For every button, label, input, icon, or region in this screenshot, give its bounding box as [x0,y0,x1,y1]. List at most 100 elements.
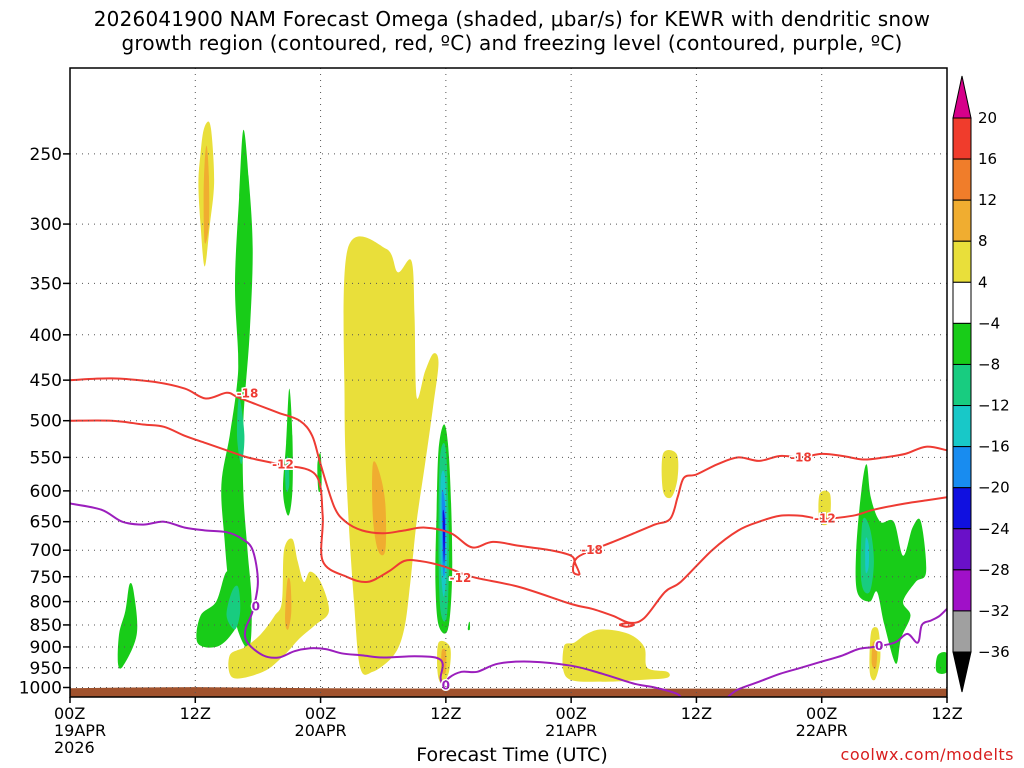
contour-line [70,419,947,624]
x-tick-label: 00Z [806,704,837,723]
colorbar-bottom-triangle [952,651,972,693]
colorbar-swatch [952,363,972,407]
colorbar-label: 12 [978,191,997,209]
colorbar-label: −36 [978,643,1010,661]
source-credit[interactable]: coolwx.com/modelts [840,745,1014,764]
x-tick-label: 00Z [305,704,336,723]
contour-line [727,608,947,697]
colorbar-label: −8 [978,355,1000,373]
y-tick-label: 500 [30,412,62,432]
chart-title-line-2: growth region (contoured, red, ºC) and f… [121,31,903,55]
contour-line [618,622,635,628]
colorbar-label: 4 [978,273,988,291]
omega-region [562,629,670,682]
y-tick-label: 750 [30,568,62,588]
colorbar-swatch [952,446,972,489]
contour-label: -12 [450,571,472,585]
omega-region [236,396,245,465]
omega-region [372,461,387,556]
y-tick-label: 300 [30,215,62,235]
omega-region [935,651,947,674]
colorbar-label: −4 [978,314,1000,332]
contour-line [70,377,947,576]
x-tick-label: 12Z [430,704,461,723]
x-tick-sublabel: 21APR [545,721,597,740]
y-tick-label: 700 [30,541,62,561]
grid-lines [70,68,947,697]
omega-region [343,236,439,675]
omega-region [282,388,293,516]
contour-label: 0 [875,639,883,653]
contour-label: -12 [272,457,294,471]
colorbar-swatch [952,240,972,283]
colorbar-top-triangle [952,75,972,119]
omega-region [117,583,138,669]
colorbar-label: 20 [978,109,997,127]
contour-label: -12 [814,512,836,526]
x-tick-sublabel: 20APR [295,721,347,740]
contour-line [70,502,682,697]
y-tick-label: 350 [30,274,62,294]
x-tick-sublabel: 19APR [54,721,106,740]
x-tick-sublabel: 2026 [54,738,95,757]
omega-region [221,129,253,649]
colorbar-swatch [952,405,972,448]
surface-terrain [70,687,947,697]
x-tick-label: 12Z [180,704,211,723]
omega-region [203,145,210,244]
omega-region [228,538,329,679]
plot-frame [69,67,948,698]
omega-region [196,570,243,648]
omega-region [285,577,292,630]
y-tick-label: 600 [30,482,62,502]
colorbar-swatch [952,158,972,201]
y-tick-label: 450 [30,371,62,391]
x-tick-label: 00Z [555,704,586,723]
colorbar-swatch [952,610,972,653]
colorbar-swatch [952,528,972,571]
colorbar-label: −28 [978,561,1010,579]
colorbar-label: 8 [978,232,988,250]
omega-region [226,585,241,630]
colorbar-swatch [952,117,972,160]
omega-region [467,621,471,631]
contour-label: -18 [237,387,259,401]
x-tick-label: 00Z [54,704,85,723]
x-tick-sublabel: 22APR [796,721,848,740]
x-axis-label: Forecast Time (UTC) [416,744,608,766]
colorbar-label: 16 [978,150,997,168]
colorbar-label: −20 [978,479,1010,497]
omega-region [818,490,831,526]
y-tick-label: 550 [30,448,62,468]
colorbar: 20 16 12 8 4 −4 −8 −12 −16 −20 −24 −28 −32 −36 [952,75,1010,693]
y-tick-label: 650 [30,513,62,533]
y-tick-label: 800 [30,593,62,613]
contour-label: 0 [252,599,260,613]
y-tick-label: 250 [30,145,62,165]
x-tick-label: 12Z [931,704,962,723]
omega-region [442,509,446,563]
colorbar-label: −24 [978,520,1010,538]
chart-title-line-1: 2026041900 NAM Forecast Omega (shaded, μ… [93,7,931,31]
y-axis: 2503003504004505005506006507007508008509… [19,145,70,698]
y-tick-label: 900 [30,638,62,658]
y-tick-label: 950 [30,659,62,679]
contour-label: -18 [790,450,812,464]
omega-region [865,537,870,574]
omega-region [661,450,679,499]
y-tick-label: 850 [30,616,62,636]
colorbar-swatch [952,322,972,365]
colorbar-swatch [952,487,972,530]
colorbar-label: −16 [978,438,1010,456]
omega-region [855,464,927,664]
colorbar-label: −12 [978,397,1010,415]
x-tick-label: 12Z [681,704,712,723]
omega-region [871,641,878,669]
colorbar-label: −32 [978,602,1010,620]
y-tick-label: 400 [30,326,62,346]
colorbar-swatch [952,199,972,242]
y-tick-label: 1000 [19,678,62,698]
